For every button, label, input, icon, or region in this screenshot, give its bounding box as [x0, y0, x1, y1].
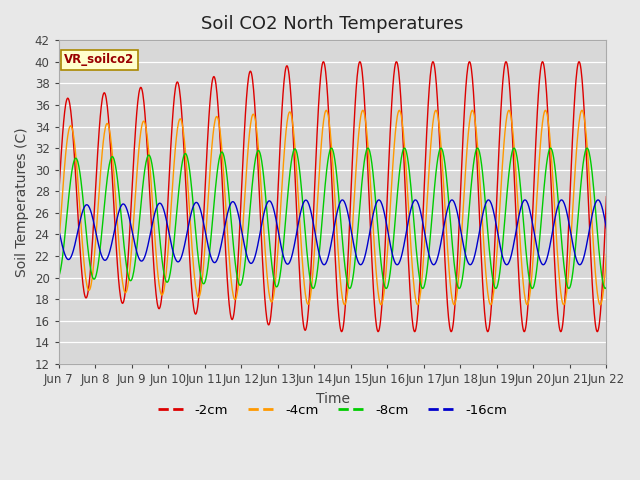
- -8cm: [200, 281, 207, 287]
- -8cm: [337, 226, 345, 231]
- -2cm: [451, 306, 458, 312]
- Title: Soil CO2 North Temperatures: Soil CO2 North Temperatures: [202, 15, 464, 33]
- -4cm: [126, 263, 134, 269]
- -4cm: [451, 301, 458, 307]
- -16cm: [603, 226, 611, 231]
- -8cm: [568, 276, 576, 282]
- -4cm: [568, 220, 576, 226]
- -16cm: [126, 219, 134, 225]
- -16cm: [452, 204, 460, 209]
- -16cm: [200, 221, 207, 227]
- -4cm: [259, 202, 266, 207]
- Text: VR_soilco2: VR_soilco2: [64, 53, 134, 66]
- Line: -4cm: -4cm: [59, 110, 607, 305]
- -16cm: [259, 219, 266, 225]
- -8cm: [55, 274, 63, 279]
- -2cm: [337, 329, 345, 335]
- -8cm: [126, 278, 134, 284]
- -2cm: [126, 220, 134, 226]
- -8cm: [529, 286, 536, 291]
- -4cm: [603, 252, 611, 257]
- -16cm: [55, 226, 63, 232]
- -2cm: [603, 194, 611, 200]
- Y-axis label: Soil Temperatures (C): Soil Temperatures (C): [15, 127, 29, 277]
- -4cm: [55, 244, 63, 250]
- Line: -2cm: -2cm: [59, 62, 607, 332]
- -16cm: [568, 237, 576, 242]
- Line: -16cm: -16cm: [59, 200, 607, 265]
- -2cm: [567, 171, 575, 177]
- Line: -8cm: -8cm: [59, 148, 607, 288]
- -2cm: [200, 212, 207, 217]
- -16cm: [320, 262, 328, 268]
- X-axis label: Time: Time: [316, 392, 349, 406]
- -16cm: [338, 197, 346, 203]
- -8cm: [603, 284, 611, 290]
- -8cm: [259, 162, 266, 168]
- -4cm: [200, 260, 207, 265]
- -8cm: [510, 145, 518, 151]
- -16cm: [339, 197, 346, 203]
- Legend: -2cm, -4cm, -8cm, -16cm: -2cm, -4cm, -8cm, -16cm: [152, 399, 513, 422]
- -4cm: [337, 288, 345, 293]
- -2cm: [575, 59, 583, 65]
- -2cm: [259, 252, 266, 257]
- -4cm: [468, 108, 476, 113]
- -2cm: [55, 194, 63, 200]
- -8cm: [451, 264, 458, 270]
- -2cm: [593, 329, 601, 335]
- -4cm: [487, 302, 495, 308]
